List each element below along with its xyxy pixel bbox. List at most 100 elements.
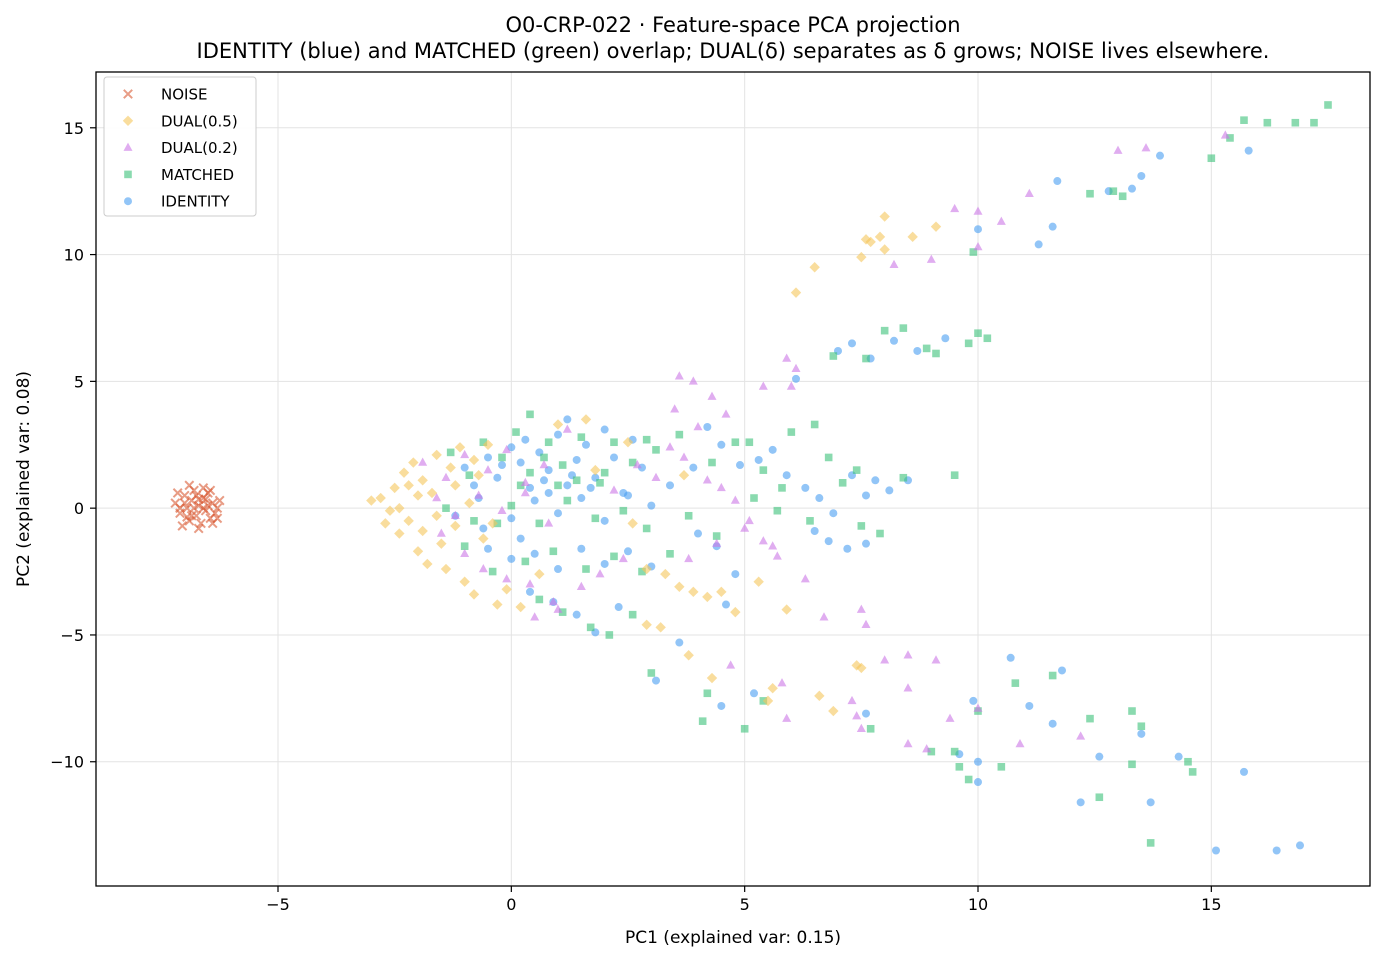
data-point: [418, 457, 428, 466]
data-point: [205, 485, 216, 496]
data-point: [450, 480, 461, 491]
data-point: [856, 251, 867, 263]
data-point: [595, 569, 605, 578]
data-point: [389, 482, 400, 494]
data-point: [824, 537, 833, 546]
data-point: [782, 713, 792, 722]
data-point: [703, 689, 712, 698]
data-point: [512, 428, 520, 436]
data-point: [722, 600, 730, 609]
data-point: [582, 440, 590, 449]
data-point: [647, 501, 656, 510]
data-point: [554, 430, 562, 439]
data-point: [652, 676, 660, 685]
data-point: [624, 491, 632, 500]
data-point: [576, 581, 586, 591]
data-point: [731, 438, 740, 447]
data-point: [759, 466, 768, 474]
data-point: [1095, 752, 1104, 761]
data-point: [684, 511, 693, 520]
data-point: [534, 568, 545, 580]
data-point: [380, 518, 391, 529]
data-point: [375, 492, 386, 504]
data-point: [1128, 707, 1136, 715]
data-point: [1024, 188, 1034, 197]
data-point: [1048, 719, 1057, 728]
data-point: [422, 558, 433, 570]
data-point: [590, 464, 601, 476]
data-point: [1146, 798, 1155, 807]
data-point: [1015, 738, 1025, 748]
data-point: [436, 528, 446, 537]
data-point: [762, 695, 774, 707]
data-point: [544, 438, 553, 447]
data-point: [487, 518, 498, 529]
data-point: [478, 564, 488, 573]
data-point: [768, 541, 778, 550]
data-point: [445, 462, 456, 473]
data-point: [627, 518, 638, 529]
data-point: [973, 206, 983, 215]
data-point: [792, 374, 800, 383]
x-axis-ticks: −5 0 5 10 15: [266, 886, 1222, 914]
data-point: [1174, 752, 1183, 761]
data-point: [586, 483, 595, 492]
data-point: [431, 449, 442, 461]
data-point: [454, 442, 466, 453]
data-point: [721, 409, 731, 418]
data-point: [614, 603, 623, 612]
data-point: [526, 587, 534, 596]
data-point: [609, 485, 619, 494]
data-point: [945, 713, 955, 722]
data-point: [558, 608, 567, 616]
data-point: [745, 438, 754, 447]
data-point: [688, 586, 699, 598]
data-point: [790, 287, 802, 298]
data-point: [707, 391, 717, 400]
data-point: [1113, 145, 1123, 154]
data-point: [526, 410, 534, 419]
data-point: [408, 457, 419, 468]
data-point: [694, 529, 702, 538]
data-point: [708, 458, 716, 467]
data-point: [791, 363, 801, 372]
data-point: [177, 521, 188, 531]
data-point: [702, 591, 713, 603]
series-dual-0-5-: [366, 211, 942, 717]
data-point: [1095, 793, 1104, 802]
data-point: [484, 453, 492, 462]
data-point: [544, 488, 553, 497]
data-point: [1109, 187, 1118, 195]
data-point: [997, 763, 1006, 771]
data-point: [441, 472, 451, 481]
data-point: [857, 522, 866, 530]
data-point: [530, 496, 539, 505]
data-point: [871, 476, 880, 485]
data-point: [964, 339, 973, 348]
data-point: [800, 574, 810, 583]
data-point: [810, 420, 819, 429]
data-point: [758, 381, 768, 390]
data-point: [1324, 101, 1332, 109]
legend-label: DUAL(0.2): [161, 139, 238, 157]
data-point: [544, 518, 554, 527]
data-point: [624, 547, 632, 556]
legend: NOISE DUAL(0.5) DUAL(0.2) MATCHED IDENTITY: [103, 76, 257, 217]
data-point: [730, 495, 740, 504]
data-point: [572, 476, 581, 485]
data-point: [1156, 151, 1164, 160]
data-point: [530, 549, 539, 558]
y-tick-label: −10: [50, 753, 84, 772]
data-point: [744, 515, 754, 525]
data-point: [880, 326, 889, 335]
data-point: [983, 334, 992, 343]
data-point: [521, 435, 530, 444]
data-point: [907, 231, 918, 243]
data-point: [809, 262, 820, 273]
data-point: [678, 469, 690, 481]
data-point: [717, 440, 726, 449]
data-point: [600, 425, 609, 434]
data-point: [498, 461, 506, 470]
data-point: [440, 563, 452, 575]
data-points: [170, 101, 1332, 855]
